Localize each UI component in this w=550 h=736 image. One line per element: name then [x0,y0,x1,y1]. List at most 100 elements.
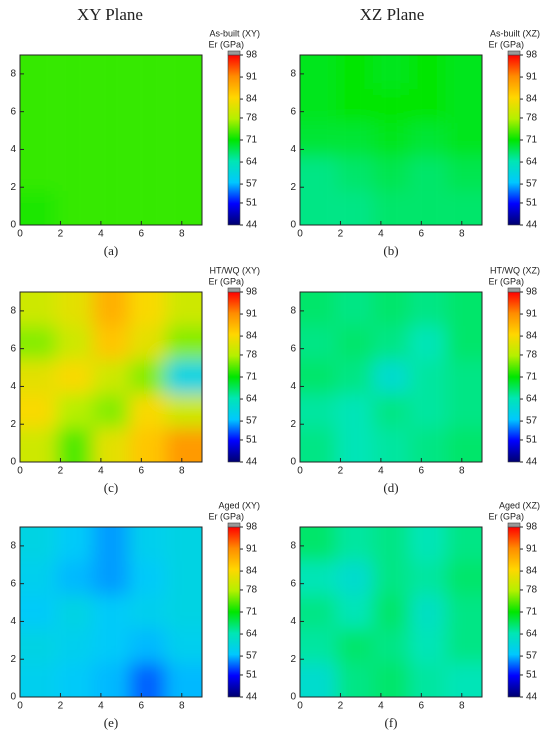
contour-cell [129,527,166,561]
y-tick-label: 4 [10,616,16,627]
plot-frame [19,526,203,698]
contour-cell [372,629,410,663]
contour-cell [129,157,166,191]
contour-cell [445,326,482,360]
contour-cell [372,157,410,191]
y-tick-label: 0 [10,457,16,468]
plot-frame [299,526,483,698]
contour-cell [445,55,482,89]
contour-cell [165,292,202,326]
contour-cell [20,55,57,89]
contour-cell [56,360,93,394]
y-tick-label: 2 [290,419,296,430]
x-tick-label: 2 [58,229,64,240]
contour-cell [20,292,57,326]
x-tick-label: 2 [338,701,344,712]
x-tick-label: 4 [98,466,104,477]
panel-label: (c) [104,480,118,495]
contour-cell [336,394,373,428]
x-tick-label: 4 [378,701,384,712]
contour-cell [336,360,373,394]
colorbar-unit: Er (GPa) [208,276,244,286]
contour-cell [20,89,57,123]
colorbar-title: Aged (XZ) [499,500,540,510]
contour-cell [92,561,130,595]
contour-cell [409,561,446,595]
plot-area [300,527,482,697]
colorbar-tick-label: 98 [526,50,538,61]
x-tick-label: 0 [17,229,23,240]
x-tick-label: 6 [139,701,145,712]
contour-cell [300,55,337,89]
contour-cell [300,292,337,326]
contour-cell [372,89,410,123]
contour-field [20,292,202,462]
panel-label: (e) [104,715,118,730]
colorbar-cap [227,287,241,293]
colorbar-tick-label: 64 [526,629,538,640]
colorbar-tick-label: 84 [246,94,258,105]
contour-cell [165,89,202,123]
colorbar-tick-label: 98 [526,287,538,298]
contour-cell [409,123,446,157]
y-tick-label: 0 [290,457,296,468]
contour-cell [336,292,373,326]
x-tick-label: 0 [297,701,303,712]
colorbar-tick-label: 44 [526,692,538,703]
contour-field [300,527,482,697]
x-tick-label: 4 [98,229,104,240]
contour-cell [409,191,446,225]
contour-cell [129,428,166,462]
contour-cell [336,629,373,663]
contour-cell [165,123,202,157]
y-tick-label: 0 [290,692,296,703]
colorbar-tick-label: 51 [526,435,538,446]
contour-cell [336,527,373,561]
colorbar-tick-label: 71 [246,372,258,383]
x-tick-label: 6 [419,229,425,240]
colorbar-unit: Er (GPa) [208,511,244,521]
contour-cell [336,595,373,629]
contour-cell [336,89,373,123]
contour-cell [92,292,130,326]
colorbar-title: HT/WQ (XZ) [490,265,540,275]
colorbar-tick-label: 71 [246,607,258,618]
x-tick-label: 2 [58,466,64,477]
colorbar [507,526,521,698]
y-tick-label: 0 [10,692,16,703]
colorbar-tick-label: 84 [246,331,258,342]
contour-cell [409,292,446,326]
contour-cell [92,428,130,462]
y-tick-label: 4 [10,144,16,155]
colorbar-tick-label: 98 [246,522,258,533]
contour-cell [300,595,337,629]
contour-cell [92,55,130,89]
contour-cell [445,157,482,191]
contour-cell [409,527,446,561]
contour-cell [165,326,202,360]
x-tick-label: 2 [58,701,64,712]
contour-cell [445,360,482,394]
x-tick-label: 0 [297,229,303,240]
x-tick-label: 6 [419,701,425,712]
contour-cell [129,663,166,697]
contour-cell [372,394,410,428]
colorbar-tick-label: 98 [246,50,258,61]
colorbar-cap [507,50,521,56]
contour-cell [20,394,57,428]
y-tick-label: 6 [10,343,16,354]
contour-cell [56,595,93,629]
colorbar-tick-label: 64 [246,157,258,168]
contour-cell [56,191,93,225]
contour-cell [56,55,93,89]
y-tick-label: 8 [290,69,296,80]
colorbar-tick-label: 57 [246,651,258,662]
contour-cell [445,428,482,462]
panel-label: (a) [104,243,118,258]
colorbar-tick-label: 91 [526,309,538,320]
contour-cell [165,595,202,629]
contour-cell [409,55,446,89]
contour-cell [336,428,373,462]
y-tick-label: 8 [10,306,16,317]
